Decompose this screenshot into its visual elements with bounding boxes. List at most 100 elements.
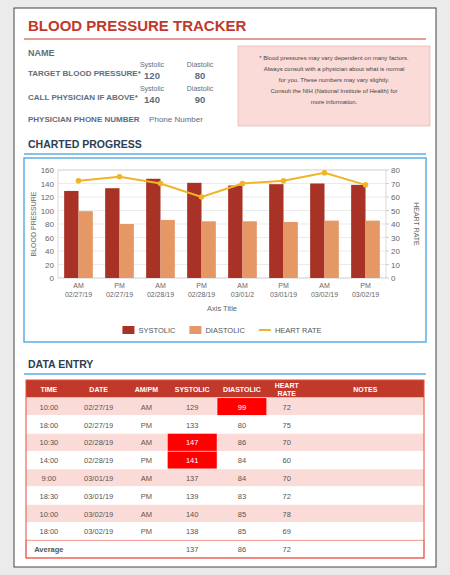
- text-line: Always consult with a physician about wh…: [264, 66, 405, 72]
- bar: [325, 221, 339, 278]
- y2-axis-title: HEART RATE: [413, 202, 420, 246]
- table-cell: 70: [283, 438, 291, 447]
- text-line: PM: [114, 282, 125, 289]
- field-value: 90: [195, 94, 206, 105]
- table-cell: 138: [186, 527, 199, 536]
- table-cell: 147: [186, 438, 199, 447]
- text-line: PM: [360, 282, 371, 289]
- table-cell: AM: [141, 474, 152, 483]
- table-cell: 03/01/19: [84, 474, 113, 483]
- table-cell: 84: [238, 474, 246, 483]
- highlight-cell: [167, 451, 217, 469]
- table-footer-cell: 72: [283, 545, 291, 554]
- text-line: Consult the NIH (National Institute of H…: [270, 88, 397, 94]
- text-line: 02/28/19: [147, 291, 174, 298]
- highlight-cell: [217, 398, 267, 416]
- y-tick-label: 60: [45, 234, 54, 243]
- bar: [105, 188, 119, 278]
- plot-frame: [58, 170, 386, 278]
- table-row: [26, 451, 424, 469]
- grid-line: [58, 183, 386, 184]
- y2-tick: [386, 183, 389, 184]
- table-cell: 85: [238, 510, 246, 519]
- table-cell: AM: [141, 510, 152, 519]
- y2-tick: [386, 197, 389, 198]
- y2-tick-label: 40: [391, 220, 400, 229]
- table-cell: 72: [283, 492, 291, 501]
- line-marker: [199, 194, 205, 200]
- bar: [79, 211, 93, 278]
- text-line: RATE: [277, 390, 296, 397]
- x-tick-label: PM02/27/19: [106, 282, 133, 298]
- table-footer-row: [26, 540, 424, 558]
- legend-label: DIASTOLIC: [205, 326, 245, 335]
- x-tick-label: AM02/28/19: [147, 282, 174, 298]
- chart-border: [24, 158, 426, 342]
- text-line: for you. These numbers may vary slightly…: [279, 77, 390, 83]
- bar: [269, 184, 283, 278]
- bar: [228, 186, 242, 278]
- y2-tick-label: 50: [391, 207, 400, 216]
- info-box: [238, 46, 430, 126]
- text-line: 03/01/2: [231, 291, 254, 298]
- table-cell: 10:30: [39, 438, 58, 447]
- bar: [161, 220, 175, 278]
- field-label: TARGET BLOOD PRESSURE*: [28, 69, 142, 78]
- line: [79, 173, 366, 197]
- table-cell: 139: [186, 492, 199, 501]
- field-value: Phone Number: [149, 115, 203, 124]
- bar: [202, 221, 216, 278]
- chart-rule: [24, 153, 426, 155]
- y-axis-title: BLOOD PRESSURE: [30, 191, 37, 256]
- text-line: 03/01/19: [270, 291, 297, 298]
- line-marker: [363, 182, 369, 188]
- legend-swatch: [259, 329, 271, 331]
- table-cell: 18:00: [39, 421, 58, 430]
- y-tick-label: 0: [50, 274, 55, 283]
- y-tick-label: 20: [45, 261, 54, 270]
- table-cell: 9:00: [42, 474, 57, 483]
- table-cell: 129: [186, 403, 199, 412]
- plot-area: [64, 170, 380, 278]
- field-label: CALL PHYSICIAN IF ABOVE*: [28, 93, 139, 102]
- bar: [351, 185, 365, 278]
- y-tick-label: 120: [41, 193, 55, 202]
- table-header: DATE: [89, 386, 108, 393]
- line-marker: [117, 174, 123, 180]
- y2-tick-label: 10: [391, 261, 400, 270]
- y-tick-label: 100: [41, 207, 55, 216]
- table-header-bg: [26, 380, 424, 398]
- table-cell: 18:00: [39, 527, 58, 536]
- page-canvas: BLOOD PRESSURE TRACKERNAMETARGET BLOOD P…: [0, 0, 450, 575]
- text-line: more information.: [311, 99, 358, 105]
- table-row: [26, 505, 424, 523]
- legend-item: DIASTOLIC: [189, 326, 245, 335]
- page: [14, 8, 436, 567]
- text-line: 02/28/19: [188, 291, 215, 298]
- y-tick-label: 40: [45, 247, 54, 256]
- background: [0, 0, 450, 575]
- text-line: 03/02/19: [311, 291, 338, 298]
- table-cell: 85: [238, 527, 246, 536]
- table-cell: 80: [238, 421, 246, 430]
- y-tick-label: 80: [45, 220, 54, 229]
- table-row: [26, 398, 424, 416]
- table-cell: 78: [283, 510, 291, 519]
- x-tick-label: PM03/02/19: [352, 282, 379, 298]
- table-cell: 10:00: [39, 403, 58, 412]
- highlight-cell: [167, 433, 217, 451]
- table-row: [26, 416, 424, 434]
- table-cell: 141: [186, 456, 199, 465]
- table-header: NOTES: [353, 386, 377, 393]
- table-cell: PM: [141, 421, 152, 430]
- line-marker: [322, 170, 328, 176]
- title-rule: [24, 38, 426, 39]
- table-header: SYSTOLIC: [175, 386, 210, 393]
- table-cell: AM: [141, 438, 152, 447]
- table-row: [26, 487, 424, 505]
- table-rule: [24, 373, 426, 375]
- table-cell: 75: [283, 421, 291, 430]
- table-cell: 02/28/19: [84, 438, 113, 447]
- table-footer-cell: 86: [238, 545, 246, 554]
- table-header: HEARTRATE: [275, 382, 300, 397]
